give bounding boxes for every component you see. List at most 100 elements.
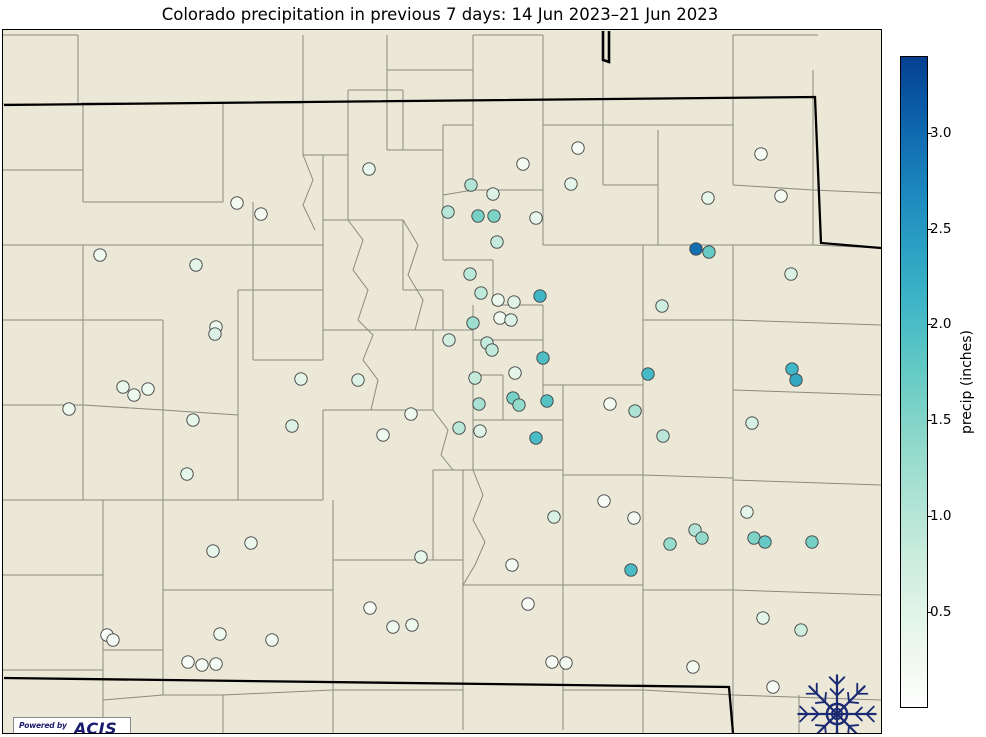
station-point [62, 402, 76, 416]
station-point [805, 535, 819, 549]
station-point [386, 620, 400, 634]
station-point [529, 431, 543, 445]
station-point [516, 157, 530, 171]
station-point [758, 535, 772, 549]
county-boundaries [3, 34, 881, 733]
station-point [740, 505, 754, 519]
station-point [472, 397, 486, 411]
station-point [474, 286, 488, 300]
station-point [491, 293, 505, 307]
station-point [747, 531, 761, 545]
station-point [701, 191, 715, 205]
colorbar-tick-mark [928, 132, 932, 134]
colorbar-tick-label: 1.5 [930, 412, 952, 429]
station-point [597, 494, 611, 508]
station-point [559, 656, 573, 670]
station-point [195, 658, 209, 672]
station-point [106, 633, 120, 647]
station-point [189, 258, 203, 272]
station-point [571, 141, 585, 155]
station-point [265, 633, 279, 647]
map-canvas[interactable]: Powered by ACIS Regional Climate Centers [2, 29, 882, 734]
station-point [627, 511, 641, 525]
station-point [641, 367, 655, 381]
colorbar-tick-mark [928, 324, 932, 326]
station-point [485, 343, 499, 357]
station-point [507, 295, 521, 309]
station-point [545, 655, 559, 669]
colorbar-tick-label: 2.5 [930, 220, 952, 237]
station-point [702, 245, 716, 259]
snowflake-icon [797, 674, 877, 733]
station-point [442, 333, 456, 347]
station-point [794, 623, 808, 637]
station-point [686, 660, 700, 674]
station-point [471, 209, 485, 223]
station-point [363, 601, 377, 615]
station-point [784, 267, 798, 281]
station-point [490, 235, 504, 249]
station-point [405, 618, 419, 632]
station-point [486, 187, 500, 201]
station-point [505, 558, 519, 572]
acis-brand-label: ACIS [74, 719, 118, 734]
colorbar-axis-label: precip (inches) [952, 0, 982, 737]
colorbar-tick-mark [928, 420, 932, 422]
station-point [547, 510, 561, 524]
station-point [414, 550, 428, 564]
colorbar-tick-mark [928, 228, 932, 230]
colorbar-gradient [900, 56, 928, 708]
station-point [376, 428, 390, 442]
station-point [116, 380, 130, 394]
station-point [181, 655, 195, 669]
station-point [536, 351, 550, 365]
station-point [508, 366, 522, 380]
station-point [564, 177, 578, 191]
station-point [754, 147, 768, 161]
station-point [774, 189, 788, 203]
station-point [624, 563, 638, 577]
station-point [468, 371, 482, 385]
station-point [294, 372, 308, 386]
station-point [466, 316, 480, 330]
station-point [441, 205, 455, 219]
station-point [254, 207, 268, 221]
colorbar-tick-label: 3.0 [930, 124, 952, 141]
colorbar-label-text: precip (inches) [959, 329, 975, 435]
station-point [745, 416, 759, 430]
station-point [663, 537, 677, 551]
station-point [213, 627, 227, 641]
colorbar-tick-mark [928, 516, 932, 518]
station-point [504, 313, 518, 327]
colorbar [900, 56, 928, 708]
station-point [512, 398, 526, 412]
station-point [351, 373, 365, 387]
station-point [487, 209, 501, 223]
map-background [3, 30, 881, 733]
station-point [285, 419, 299, 433]
station-point [141, 382, 155, 396]
station-point [756, 611, 770, 625]
station-point [127, 388, 141, 402]
station-point [209, 657, 223, 671]
station-point [540, 394, 554, 408]
station-point [689, 242, 703, 256]
station-point [695, 531, 709, 545]
station-point [766, 680, 780, 694]
station-point [603, 397, 617, 411]
station-point [628, 404, 642, 418]
station-point [493, 311, 507, 325]
colorbar-tick-label: 2.0 [930, 316, 952, 333]
station-point [180, 467, 194, 481]
colorbar-tick-label: 1.0 [930, 508, 952, 525]
station-point [529, 211, 543, 225]
colorado-map [3, 30, 881, 733]
station-point [230, 196, 244, 210]
station-point [186, 413, 200, 427]
station-point [463, 267, 477, 281]
station-point [452, 421, 466, 435]
station-point [785, 362, 799, 376]
station-point [244, 536, 258, 550]
state-boundary [3, 31, 881, 733]
acis-logo: Powered by ACIS Regional Climate Centers [13, 717, 131, 734]
